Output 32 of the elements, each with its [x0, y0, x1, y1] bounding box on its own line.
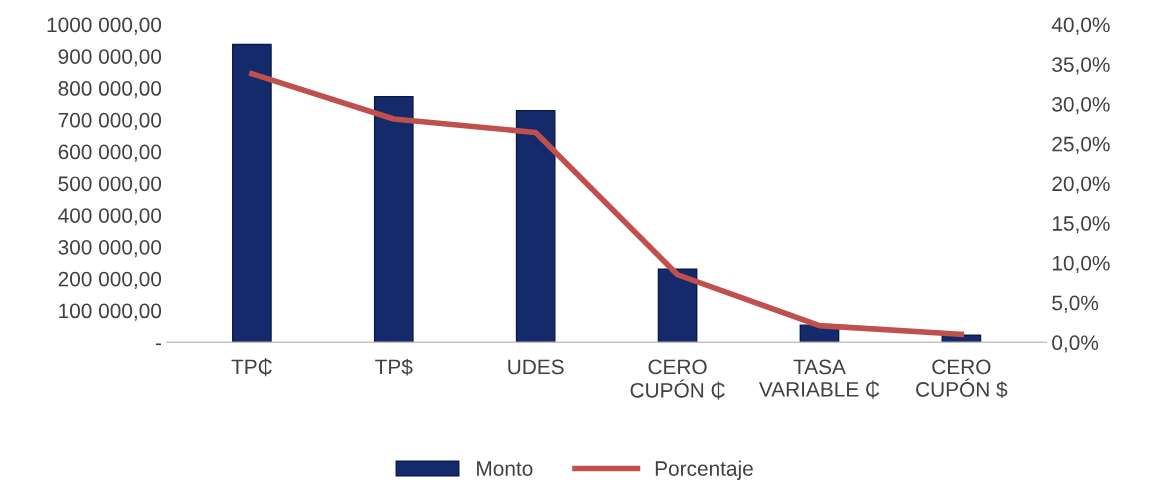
- y2-tick-label: 20,0%: [1052, 176, 1110, 194]
- x-tick-label: UDES: [508, 359, 564, 375]
- y-tick-label: 700 000,00: [58, 112, 162, 131]
- bar: [657, 268, 698, 343]
- x-tick-label: TASA VARIABLE ₵: [758, 359, 880, 399]
- bar: [515, 109, 556, 343]
- x-tick-label: CERO CUPÓN ₵: [630, 359, 725, 400]
- x-tick-label: CERO CUPÓN $: [916, 359, 1008, 399]
- legend-label: Monto: [477, 461, 533, 476]
- y2-tick-label: 25,0%: [1052, 136, 1110, 154]
- y-tick-label: 600 000,00: [58, 144, 162, 162]
- y-tick-label: -: [155, 343, 161, 346]
- y2-tick-label: 40,0%: [1051, 17, 1110, 35]
- y-tick-label: 300 000,00: [58, 239, 162, 258]
- y2-tick-label: 0,0%: [1052, 335, 1099, 353]
- x-tick-label: TP$: [375, 358, 413, 376]
- y2-tick-label: 15,0%: [1052, 216, 1110, 234]
- y-tick-label: 100 000,00: [59, 303, 162, 321]
- y-tick-label: 1000 000,00: [47, 17, 162, 35]
- legend-label: Porcentaje: [655, 460, 753, 481]
- x-tick-label: TP₵: [231, 358, 272, 377]
- y2-tick-label: 10,0%: [1052, 255, 1110, 274]
- bar: [373, 95, 414, 343]
- y-tick-label: 500 000,00: [58, 176, 162, 194]
- bar: [232, 43, 272, 343]
- y-tick-label: 900 000,00: [58, 49, 162, 67]
- y2-tick-label: 5,0%: [1052, 295, 1099, 313]
- y-tick-label: 800 000,00: [58, 81, 162, 99]
- y-tick-label: 200 000,00: [58, 271, 162, 289]
- y-tick-label: 400 000,00: [58, 208, 162, 226]
- y2-tick-label: 35,0%: [1052, 57, 1110, 75]
- y2-tick-label: 30,0%: [1052, 96, 1110, 115]
